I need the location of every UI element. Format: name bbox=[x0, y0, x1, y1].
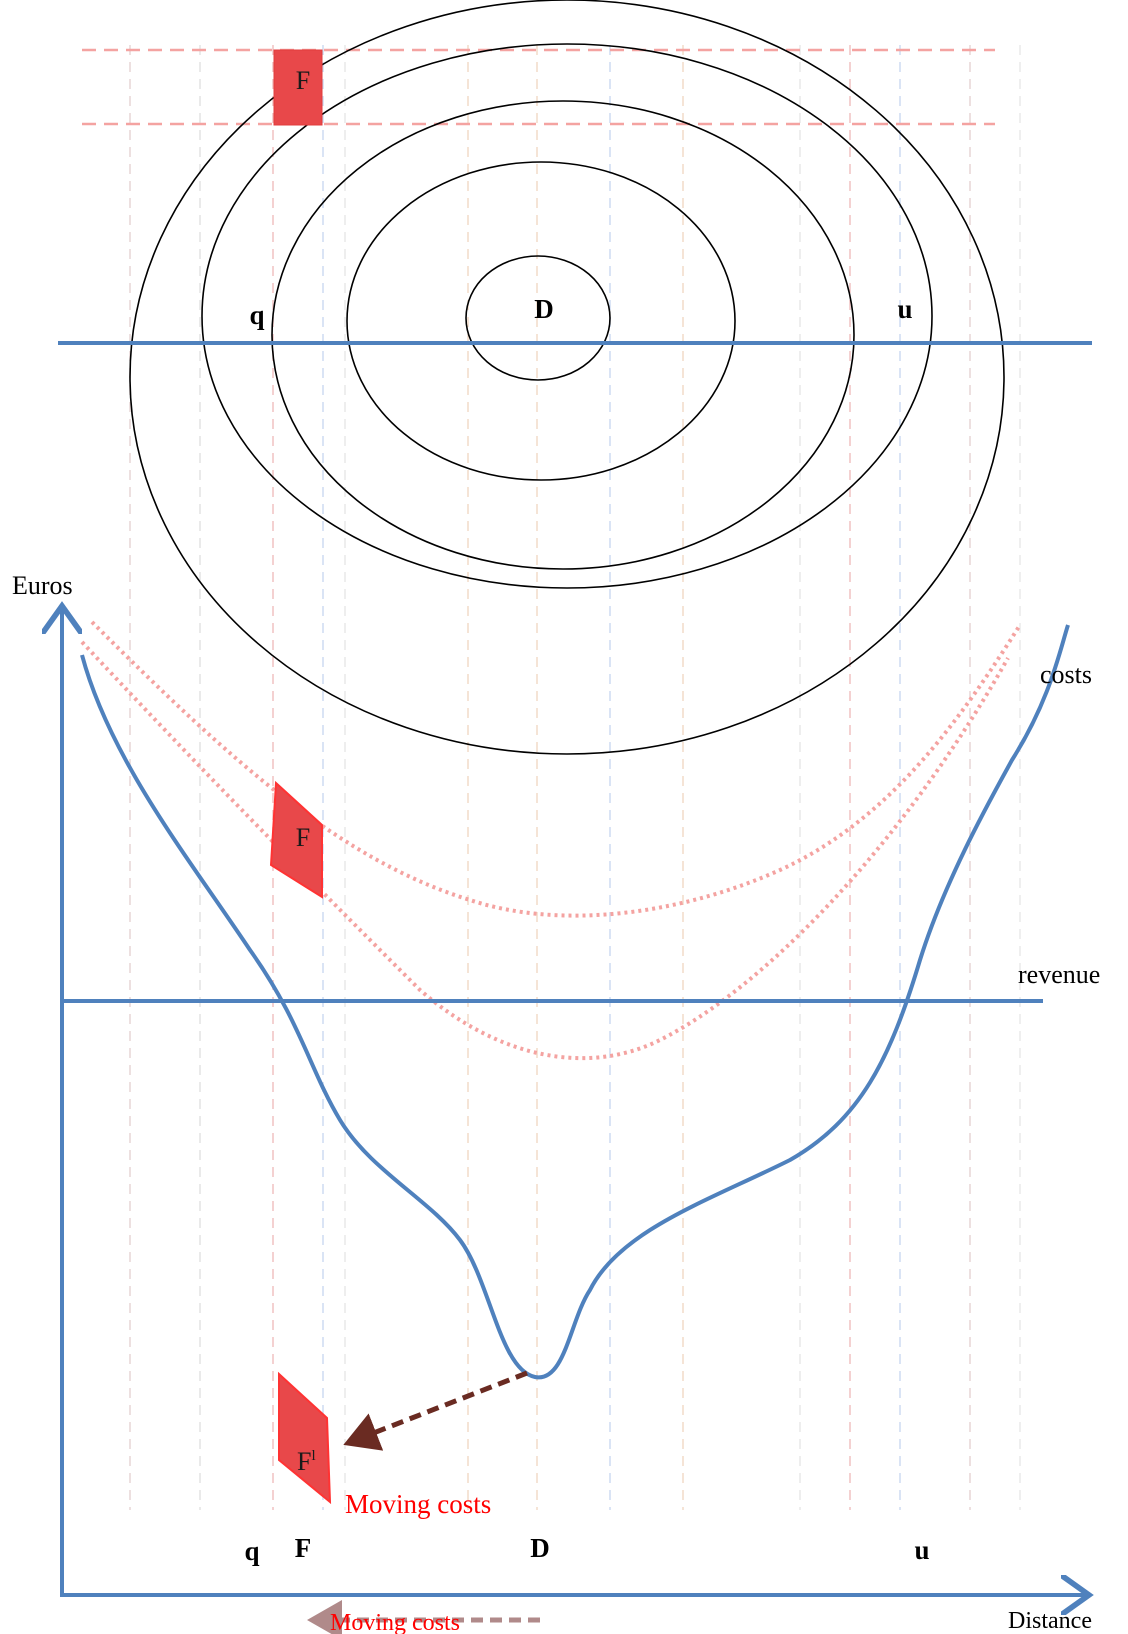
costs-label: costs bbox=[1040, 660, 1092, 689]
center-label-d: D bbox=[534, 294, 554, 324]
ring-3 bbox=[271, 100, 855, 570]
ring-4 bbox=[201, 43, 933, 589]
cost-curve-upper bbox=[90, 620, 1022, 918]
right-label-u: u bbox=[897, 294, 912, 324]
firm-marker-top bbox=[273, 49, 323, 126]
bottom-moving-costs-label: Moving costs bbox=[330, 1610, 460, 1634]
moved-firm-marker bbox=[278, 1371, 332, 1505]
concentric-rings bbox=[129, 0, 1005, 755]
revenue-label: revenue bbox=[1018, 960, 1100, 989]
ring-outer bbox=[129, 0, 1005, 755]
x-tick-d: D bbox=[530, 1533, 550, 1563]
firm-band-lines bbox=[82, 48, 995, 126]
moved-firm-label: Fl bbox=[297, 1447, 316, 1476]
moved-firm-superscript: l bbox=[311, 1448, 315, 1464]
vertical-guides bbox=[129, 45, 1021, 1510]
cost-curve-lower bbox=[80, 640, 1010, 1061]
firm-label-chart: F bbox=[296, 823, 310, 852]
x-tick-q: q bbox=[244, 1536, 259, 1566]
y-axis-label: Euros bbox=[12, 571, 73, 600]
firm-label-top: F bbox=[296, 66, 310, 95]
left-label-q: q bbox=[249, 300, 264, 330]
moving-cost-arrow bbox=[343, 1370, 528, 1451]
cost-curves-dotted bbox=[80, 620, 1022, 1061]
ring-2 bbox=[346, 161, 736, 481]
costs-curve bbox=[80, 624, 1070, 1380]
moving-costs-label: Moving costs bbox=[345, 1489, 491, 1519]
x-axis-label: Distance bbox=[1008, 1608, 1092, 1634]
x-tick-f: F bbox=[295, 1533, 312, 1563]
moved-firm-letter: F bbox=[297, 1447, 311, 1476]
firm-marker-chart bbox=[269, 780, 323, 899]
ring-inner bbox=[465, 255, 611, 381]
x-tick-u: u bbox=[914, 1535, 929, 1565]
